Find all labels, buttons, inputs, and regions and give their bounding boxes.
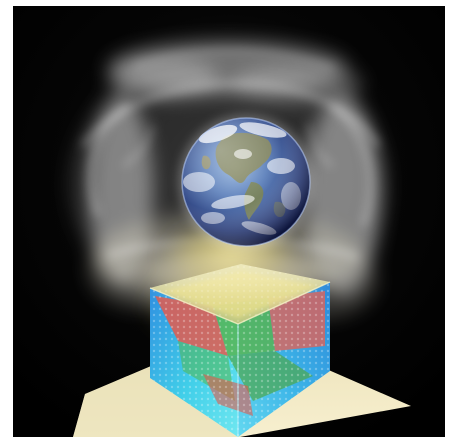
front-haze (143, 249, 323, 293)
data-cube (149, 264, 331, 437)
scene-svg (13, 6, 445, 437)
earth-globe (178, 114, 314, 250)
scene-illustration (13, 6, 445, 437)
